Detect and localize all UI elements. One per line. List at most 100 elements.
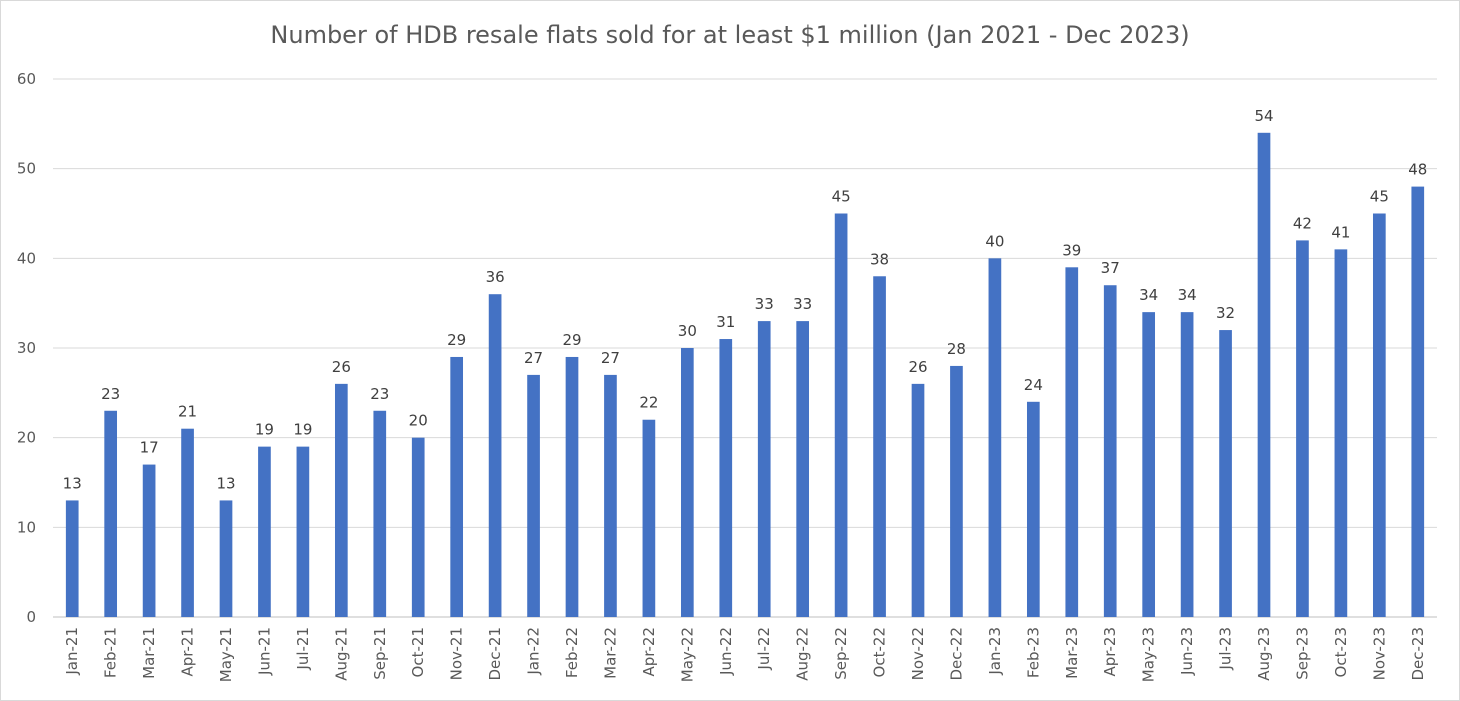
data-label: 22 bbox=[639, 394, 658, 412]
x-tick-label: Jan-23 bbox=[986, 627, 1004, 676]
data-label: 48 bbox=[1408, 161, 1427, 179]
x-tick-label: Aug-22 bbox=[794, 627, 812, 681]
bar bbox=[104, 410, 118, 617]
bar bbox=[527, 374, 540, 617]
data-label: 19 bbox=[255, 421, 274, 439]
x-tick-label: Oct-23 bbox=[1332, 627, 1350, 677]
x-tick-label: Jul-22 bbox=[755, 627, 773, 671]
bar bbox=[1296, 240, 1309, 617]
data-label: 33 bbox=[793, 295, 812, 313]
data-label: 28 bbox=[947, 340, 966, 358]
x-tick-label: Apr-22 bbox=[640, 627, 658, 677]
bar bbox=[1411, 186, 1425, 617]
bar bbox=[334, 383, 348, 617]
bar bbox=[411, 437, 425, 617]
bar bbox=[796, 321, 810, 617]
data-label: 24 bbox=[1024, 376, 1043, 394]
x-tick-label: Oct-22 bbox=[871, 627, 889, 677]
data-label: 27 bbox=[524, 349, 543, 367]
x-axis-ticks: Jan-21 Feb-21 Mar-21 Apr-21 May-21 Jun-21 Jul-… bbox=[63, 627, 1427, 682]
data-label: 39 bbox=[1062, 241, 1081, 259]
x-tick-label: Feb-23 bbox=[1024, 627, 1042, 678]
data-label: 23 bbox=[101, 385, 120, 403]
bar bbox=[488, 294, 502, 617]
x-tick-label: Dec-22 bbox=[947, 627, 965, 681]
x-tick-label: Jan-22 bbox=[525, 627, 543, 676]
bar bbox=[873, 276, 886, 617]
bars bbox=[65, 132, 1425, 618]
bar bbox=[719, 339, 733, 617]
data-label: 20 bbox=[409, 412, 428, 430]
x-tick-label: Mar-22 bbox=[601, 627, 619, 679]
x-tick-label: Jul-23 bbox=[1217, 627, 1235, 671]
data-label: 21 bbox=[178, 403, 197, 421]
bar bbox=[988, 258, 1002, 617]
gridlines bbox=[53, 78, 1437, 618]
y-tick-label: 0 bbox=[26, 608, 36, 626]
data-label: 13 bbox=[63, 474, 82, 492]
data-label: 19 bbox=[293, 421, 312, 439]
y-tick-label: 60 bbox=[17, 70, 36, 88]
data-label: 54 bbox=[1254, 107, 1273, 125]
x-tick-label: Jul-21 bbox=[294, 627, 312, 671]
y-axis-ticks: 0 10 20 30 40 50 60 bbox=[17, 70, 36, 626]
bar bbox=[1334, 249, 1348, 617]
x-tick-label: Jun-23 bbox=[1178, 627, 1196, 676]
data-label: 31 bbox=[716, 313, 735, 331]
x-tick-label: Nov-22 bbox=[909, 627, 927, 680]
bar bbox=[680, 348, 694, 617]
x-tick-label: Aug-21 bbox=[332, 627, 350, 681]
x-tick-label: Mar-21 bbox=[140, 627, 158, 679]
data-label: 37 bbox=[1101, 259, 1120, 277]
data-label: 27 bbox=[601, 349, 620, 367]
x-tick-label: Nov-23 bbox=[1370, 627, 1388, 680]
bar bbox=[296, 446, 310, 617]
data-label: 13 bbox=[216, 474, 235, 492]
x-tick-label: Mar-23 bbox=[1063, 627, 1081, 679]
x-tick-label: May-21 bbox=[217, 627, 235, 682]
bar bbox=[1180, 312, 1194, 617]
bar bbox=[1257, 132, 1271, 618]
data-label: 26 bbox=[908, 358, 927, 376]
bar bbox=[757, 321, 771, 617]
data-label: 45 bbox=[1370, 188, 1389, 206]
chart-title: Number of HDB resale flats sold for at l… bbox=[270, 21, 1190, 49]
bar bbox=[142, 464, 156, 617]
data-label: 36 bbox=[486, 268, 505, 286]
x-tick-label: Sep-22 bbox=[832, 627, 850, 680]
x-tick-label: Feb-22 bbox=[563, 627, 581, 678]
x-tick-label: Jun-21 bbox=[255, 627, 273, 676]
x-tick-label: Dec-21 bbox=[486, 627, 504, 681]
x-tick-label: Sep-21 bbox=[371, 627, 389, 680]
bar bbox=[642, 419, 656, 617]
data-labels: 13 23 17 21 13 19 19 26 23 20 29 36 27 29 27 22 30 31 33 33… bbox=[63, 107, 1428, 493]
bar bbox=[1372, 213, 1386, 617]
bar bbox=[373, 410, 387, 617]
x-tick-label: Feb-21 bbox=[102, 627, 120, 678]
data-label: 32 bbox=[1216, 304, 1235, 322]
data-label: 34 bbox=[1178, 286, 1197, 304]
bar bbox=[258, 446, 271, 617]
bar bbox=[911, 383, 925, 617]
data-label: 40 bbox=[985, 232, 1004, 250]
bar bbox=[950, 365, 963, 617]
data-label: 30 bbox=[678, 322, 697, 340]
bar bbox=[565, 356, 579, 617]
data-label: 38 bbox=[870, 250, 889, 268]
data-label: 17 bbox=[140, 439, 159, 457]
y-tick-label: 10 bbox=[17, 518, 36, 536]
x-tick-label: May-23 bbox=[1140, 627, 1158, 682]
x-tick-label: Jun-22 bbox=[717, 627, 735, 676]
bar bbox=[65, 500, 79, 617]
x-tick-label: Jan-21 bbox=[63, 627, 81, 676]
bar bbox=[1065, 267, 1079, 617]
data-label: 42 bbox=[1293, 214, 1312, 232]
data-label: 29 bbox=[562, 331, 581, 349]
x-tick-label: Sep-23 bbox=[1293, 627, 1311, 680]
y-tick-label: 20 bbox=[17, 429, 36, 447]
data-label: 34 bbox=[1139, 286, 1158, 304]
y-tick-label: 30 bbox=[17, 339, 36, 357]
bar bbox=[219, 500, 233, 617]
